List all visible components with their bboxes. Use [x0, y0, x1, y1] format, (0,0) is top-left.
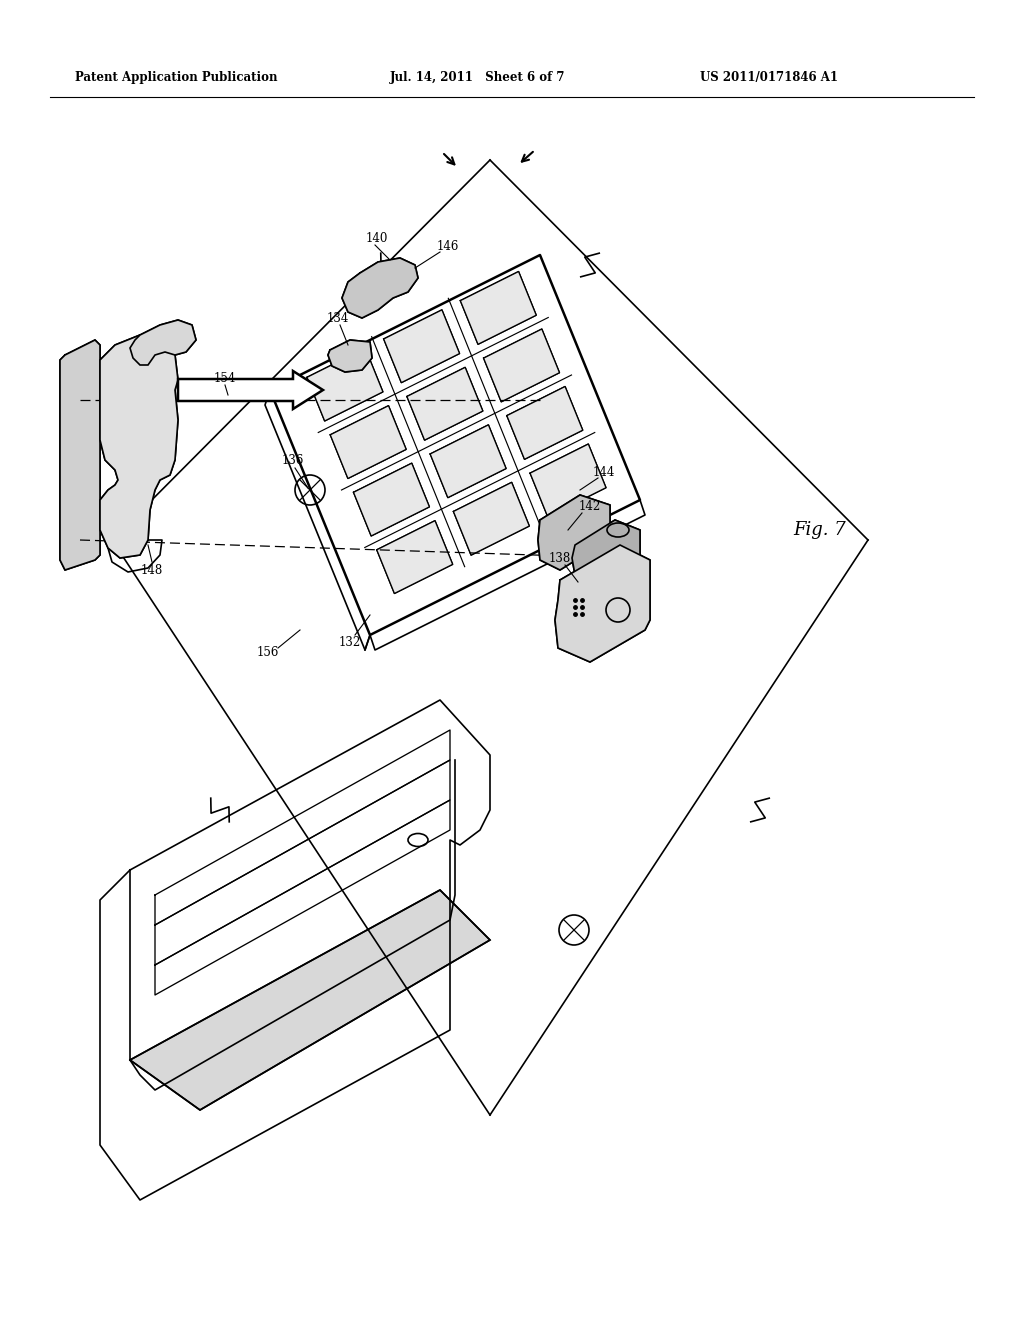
Polygon shape	[430, 425, 506, 498]
Text: 156: 156	[257, 647, 280, 660]
Text: 136: 136	[282, 454, 304, 466]
Polygon shape	[328, 341, 372, 372]
Polygon shape	[407, 367, 483, 440]
Text: 134: 134	[327, 312, 349, 325]
Text: 154: 154	[214, 371, 237, 384]
Polygon shape	[530, 444, 606, 517]
Polygon shape	[342, 257, 418, 318]
Polygon shape	[130, 319, 196, 366]
FancyArrow shape	[178, 371, 323, 409]
Text: 138: 138	[549, 552, 571, 565]
Polygon shape	[100, 335, 178, 558]
Polygon shape	[377, 520, 453, 594]
Text: US 2011/0171846 A1: US 2011/0171846 A1	[700, 71, 838, 84]
Text: 146: 146	[437, 240, 459, 253]
Text: 148: 148	[141, 565, 163, 578]
Polygon shape	[130, 890, 490, 1110]
Text: 144: 144	[593, 466, 615, 479]
Text: 132: 132	[339, 636, 361, 649]
Text: 142: 142	[579, 500, 601, 513]
Text: Patent Application Publication: Patent Application Publication	[75, 71, 278, 84]
Polygon shape	[60, 341, 100, 570]
Polygon shape	[353, 463, 429, 536]
Polygon shape	[538, 495, 610, 570]
Polygon shape	[483, 329, 559, 401]
Polygon shape	[555, 545, 650, 663]
Polygon shape	[454, 482, 529, 556]
Text: Fig. 7: Fig. 7	[794, 521, 847, 539]
Polygon shape	[507, 387, 583, 459]
Text: 140: 140	[366, 231, 388, 244]
Text: Jul. 14, 2011   Sheet 6 of 7: Jul. 14, 2011 Sheet 6 of 7	[390, 71, 565, 84]
Polygon shape	[384, 310, 460, 383]
Polygon shape	[461, 272, 537, 345]
Polygon shape	[330, 405, 407, 479]
Polygon shape	[307, 348, 383, 421]
Polygon shape	[572, 520, 640, 585]
